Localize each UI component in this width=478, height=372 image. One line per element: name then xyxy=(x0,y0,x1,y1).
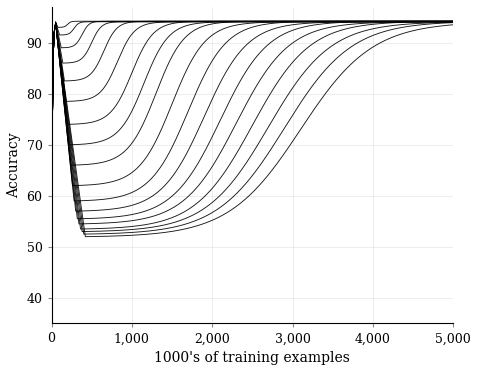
X-axis label: 1000's of training examples: 1000's of training examples xyxy=(154,351,350,365)
Y-axis label: Accuracy: Accuracy xyxy=(7,132,21,198)
